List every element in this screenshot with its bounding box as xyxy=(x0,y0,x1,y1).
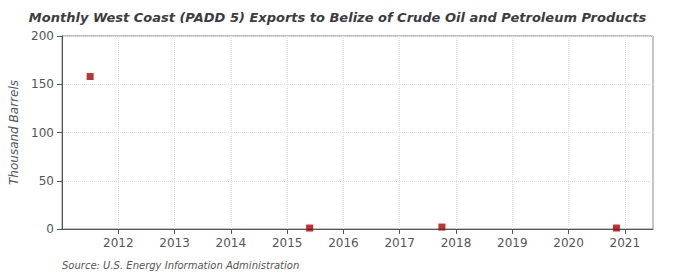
svg-text:2012: 2012 xyxy=(103,236,134,250)
svg-text:2013: 2013 xyxy=(159,236,190,250)
svg-text:2016: 2016 xyxy=(328,236,359,250)
svg-text:Monthly West Coast (PADD 5) Ex: Monthly West Coast (PADD 5) Exports to B… xyxy=(29,10,647,25)
svg-text:0: 0 xyxy=(46,222,54,236)
svg-text:2018: 2018 xyxy=(441,236,472,250)
svg-text:100: 100 xyxy=(31,126,54,140)
svg-text:200: 200 xyxy=(31,29,54,43)
svg-text:Source: U.S. Energy Informatio: Source: U.S. Energy Information Administ… xyxy=(62,260,299,271)
svg-text:2019: 2019 xyxy=(497,236,528,250)
svg-text:50: 50 xyxy=(39,174,54,188)
svg-text:Thousand Barrels: Thousand Barrels xyxy=(7,80,21,185)
svg-text:2020: 2020 xyxy=(553,236,584,250)
svg-text:2015: 2015 xyxy=(272,236,303,250)
svg-text:2021: 2021 xyxy=(610,236,641,250)
svg-text:2017: 2017 xyxy=(384,236,415,250)
svg-text:2014: 2014 xyxy=(216,236,247,250)
svg-text:150: 150 xyxy=(31,77,54,91)
